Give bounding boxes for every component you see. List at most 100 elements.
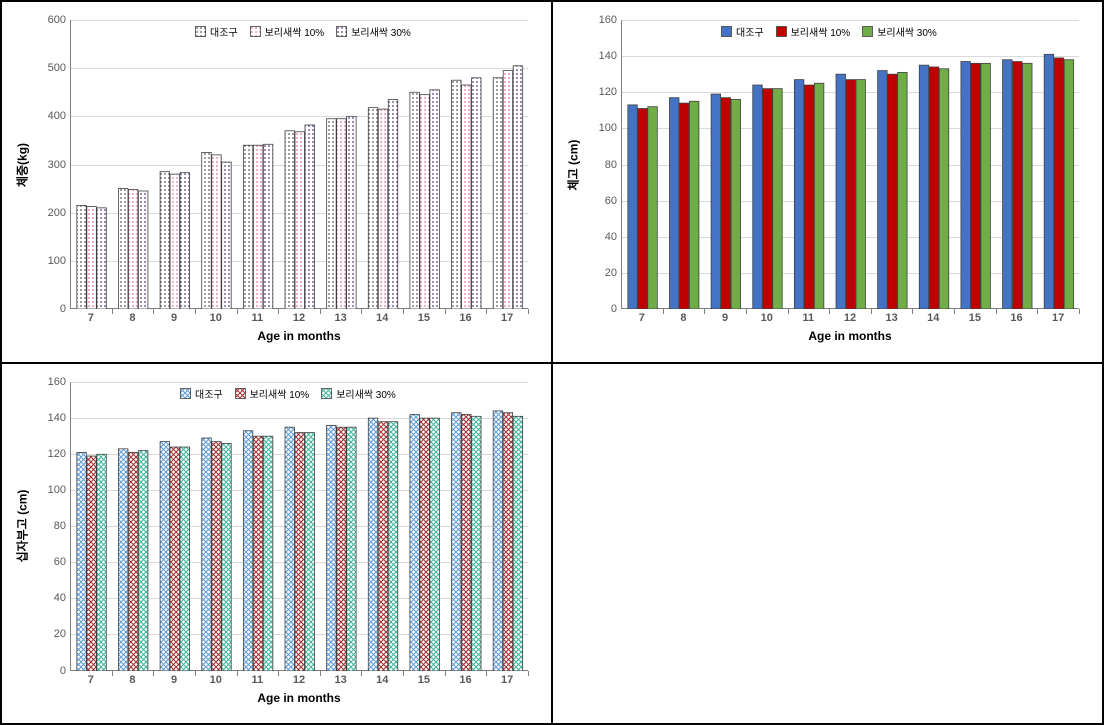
y-axis: 020406080100120140160 [30, 382, 70, 671]
bar [77, 452, 86, 671]
legend: 대조구 보리새싹 10% 보리새싹 30% [721, 24, 937, 39]
bar [971, 63, 980, 309]
x-tick-mark [996, 309, 997, 314]
bar [170, 174, 179, 309]
x-tick-mark [361, 309, 362, 314]
bar [87, 206, 96, 309]
x-tick-label: 9 [171, 312, 177, 324]
chart-cell-2: 020406080100120140160체고 (cm)789101112131… [552, 1, 1103, 363]
bar [180, 173, 189, 309]
y-tick-label: 140 [48, 412, 66, 424]
bar [462, 85, 471, 309]
bar [472, 78, 481, 309]
x-axis: 7891011121314151617 [70, 671, 528, 691]
bar [493, 78, 502, 309]
bar [170, 447, 179, 671]
bar [305, 125, 314, 309]
bar [128, 190, 137, 309]
legend-swatch-icon [776, 26, 787, 37]
legend-item: 보리새싹 30% [321, 386, 396, 401]
legend-item: 보리새싹 30% [336, 24, 411, 39]
bar [263, 436, 272, 671]
x-tick-label: 9 [722, 312, 728, 324]
y-tick-label: 0 [611, 303, 617, 315]
bar [669, 98, 678, 309]
bar [1044, 54, 1053, 309]
x-tick-label: 13 [886, 312, 898, 324]
x-tick-mark [320, 671, 321, 676]
x-tick-mark [912, 309, 913, 314]
bar [1003, 60, 1012, 309]
x-tick-label: 7 [88, 674, 94, 686]
legend-swatch-icon [180, 388, 191, 399]
bar [513, 66, 522, 309]
x-tick-mark [746, 309, 747, 314]
x-tick-mark [112, 671, 113, 676]
legend-item: 보리새싹 30% [862, 24, 937, 39]
y-tick-label: 100 [599, 122, 617, 134]
x-tick-mark [663, 309, 664, 314]
legend-label: 보리새싹 10% [250, 386, 310, 401]
x-tick-mark [1037, 309, 1038, 314]
legend-label: 보리새싹 10% [791, 24, 851, 39]
x-axis: 7891011121314151617 [70, 309, 528, 329]
x-tick-label: 14 [927, 312, 939, 324]
x-tick-mark [704, 309, 705, 314]
bar [503, 412, 512, 670]
legend-label: 보리새싹 30% [877, 24, 937, 39]
y-tick-label: 160 [48, 376, 66, 388]
bar [212, 155, 221, 309]
bar [243, 145, 252, 309]
bar [628, 105, 637, 309]
bar [263, 144, 272, 309]
x-tick-mark [528, 309, 529, 314]
y-axis: 0100200300400500600 [30, 20, 70, 309]
bar [773, 89, 782, 309]
bar [420, 95, 429, 309]
bar [160, 441, 169, 670]
y-tick-label: 100 [48, 484, 66, 496]
y-tick-label: 60 [605, 195, 617, 207]
bar [846, 80, 855, 309]
bar [452, 80, 461, 309]
y-tick-label: 500 [48, 62, 66, 74]
bar [689, 101, 698, 309]
bar [679, 103, 688, 309]
bar [368, 418, 377, 671]
bar [118, 189, 127, 309]
bar [410, 92, 419, 309]
x-tick-label: 8 [129, 312, 135, 324]
legend-label: 대조구 [195, 386, 223, 401]
bar [222, 162, 231, 309]
legend-item: 대조구 [721, 24, 764, 39]
bar [243, 430, 252, 670]
bar [731, 99, 740, 309]
x-tick-label: 10 [210, 312, 222, 324]
bar [337, 119, 346, 309]
y-tick-label: 80 [54, 520, 66, 532]
bar [919, 65, 928, 309]
bar [138, 191, 147, 309]
plot-area [70, 382, 528, 671]
x-tick-label: 16 [459, 674, 471, 686]
bar [285, 131, 294, 309]
hip-height-chart: 020406080100120140160십자부고 (cm)7891011121… [10, 372, 543, 716]
x-axis-title: Age in months [257, 691, 340, 705]
x-tick-mark [486, 671, 487, 676]
y-tick-label: 400 [48, 110, 66, 122]
legend-item: 대조구 [195, 24, 238, 39]
plot-area [70, 20, 528, 309]
x-tick-mark [829, 309, 830, 314]
bar [128, 452, 137, 671]
x-tick-label: 11 [803, 312, 815, 324]
bar [711, 94, 720, 309]
y-tick-label: 40 [605, 231, 617, 243]
bar [753, 85, 762, 309]
x-tick-label: 15 [418, 674, 430, 686]
x-tick-mark [112, 309, 113, 314]
bar [981, 63, 990, 309]
y-axis-title: 십자부고 (cm) [14, 490, 31, 563]
x-tick-mark [153, 309, 154, 314]
x-tick-mark [486, 309, 487, 314]
y-tick-label: 300 [48, 159, 66, 171]
